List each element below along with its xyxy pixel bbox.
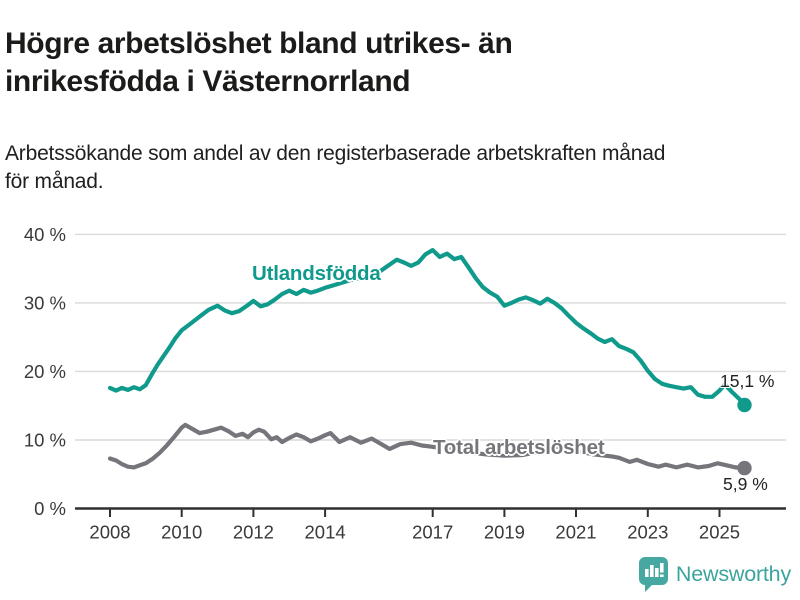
newsworthy-brand-text: Newsworthy xyxy=(675,561,791,586)
chart-title-line2: inrikesfödda i Västernorrland xyxy=(5,65,411,99)
end-value-utlandsfodda: 15,1 % xyxy=(720,371,775,391)
newsworthy-branding: Newsworthy xyxy=(638,556,791,592)
x-tick-label: 2012 xyxy=(233,522,274,543)
x-tick-label: 2023 xyxy=(627,522,668,543)
chart-title: Högre arbetslöshet bland utrikes- än inr… xyxy=(5,25,785,101)
y-tick-label: 10 % xyxy=(24,430,66,451)
x-tick-label: 2019 xyxy=(484,522,525,543)
chart-subtitle: Arbetssökande som andel av den registerb… xyxy=(5,140,795,196)
y-tick-label: 30 % xyxy=(24,292,66,313)
y-tick-label: 20 % xyxy=(24,361,66,382)
chart-title-line1: Högre arbetslöshet bland utrikes- än xyxy=(5,27,513,61)
x-tick-label: 2025 xyxy=(699,522,740,543)
series-label-total-arbetsloshet: Total arbetslöshet xyxy=(433,436,605,459)
series-end-dot-total-arbetsloshet xyxy=(737,460,752,476)
series-end-dot-utlandsfodda xyxy=(737,397,752,413)
x-tick-label: 2008 xyxy=(89,522,130,543)
x-tick-label: 2010 xyxy=(161,522,202,543)
newsworthy-logo-icon xyxy=(638,557,668,592)
x-tick-label: 2014 xyxy=(305,522,346,543)
x-tick-label: 2021 xyxy=(555,522,596,543)
x-tick-label: 2017 xyxy=(412,522,453,543)
series-label-utlandsfodda: Utlandsfödda xyxy=(252,262,381,285)
y-tick-label: 0 % xyxy=(34,498,66,519)
series-line-total-arbetsloshet xyxy=(107,422,747,471)
series-line-utlandsfodda xyxy=(107,248,747,408)
end-value-total-arbetsloshet: 5,9 % xyxy=(723,474,768,494)
chart-subtitle-line2: för månad. xyxy=(5,170,104,193)
chart-subtitle-line1: Arbetssökande som andel av den registerb… xyxy=(5,142,666,165)
y-tick-label: 40 % xyxy=(24,224,66,245)
